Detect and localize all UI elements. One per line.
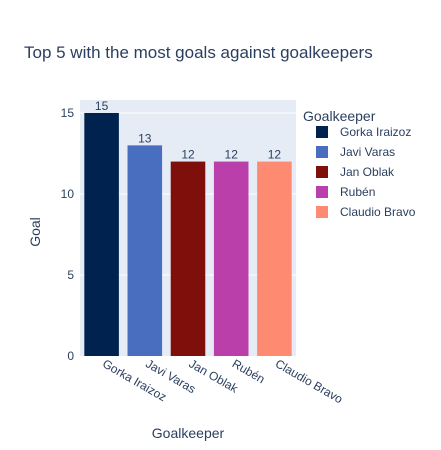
bar[interactable] bbox=[170, 161, 206, 356]
y-tick-label: 15 bbox=[61, 106, 75, 120]
bar-value-label: 12 bbox=[268, 148, 282, 162]
legend-title: Goalkeeper bbox=[303, 108, 376, 124]
y-tick-label: 10 bbox=[61, 187, 75, 201]
legend-swatch[interactable] bbox=[316, 126, 328, 138]
bar-value-label: 15 bbox=[95, 99, 109, 113]
bar[interactable] bbox=[84, 112, 119, 356]
legend-swatch[interactable] bbox=[316, 166, 328, 178]
legend-swatch[interactable] bbox=[316, 146, 328, 158]
bar-value-label: 12 bbox=[181, 148, 195, 162]
bar-value-label: 12 bbox=[225, 148, 239, 162]
chart-title: Top 5 with the most goals against goalke… bbox=[24, 43, 373, 62]
legend-swatch[interactable] bbox=[316, 186, 328, 198]
y-axis-title: Goal bbox=[27, 217, 43, 247]
bar-value-label: 13 bbox=[138, 131, 152, 145]
legend-item-label[interactable]: Jan Oblak bbox=[340, 165, 395, 179]
y-tick-label: 0 bbox=[67, 349, 74, 363]
y-axis-ticks: 0 5 10 15 bbox=[61, 106, 75, 363]
legend-swatch[interactable] bbox=[316, 206, 328, 218]
x-tick-label: Claudio Bravo bbox=[273, 356, 346, 406]
legend-item-label[interactable]: Rubén bbox=[340, 185, 375, 199]
legend-item-label[interactable]: Claudio Bravo bbox=[340, 205, 416, 219]
bars-group bbox=[84, 112, 292, 356]
y-tick-label: 5 bbox=[67, 268, 74, 282]
bar[interactable] bbox=[127, 145, 163, 356]
legend[interactable]: Goalkeeper Gorka Iraizoz Javi Varas Jan Ob… bbox=[303, 108, 416, 219]
legend-item-label[interactable]: Gorka Iraizoz bbox=[340, 125, 411, 139]
bar-labels-group: 15 13 12 12 12 bbox=[95, 99, 281, 162]
bar[interactable] bbox=[213, 161, 249, 356]
bar[interactable] bbox=[257, 161, 292, 356]
x-axis-title: Goalkeeper bbox=[152, 425, 225, 441]
legend-item-label[interactable]: Javi Varas bbox=[340, 145, 395, 159]
